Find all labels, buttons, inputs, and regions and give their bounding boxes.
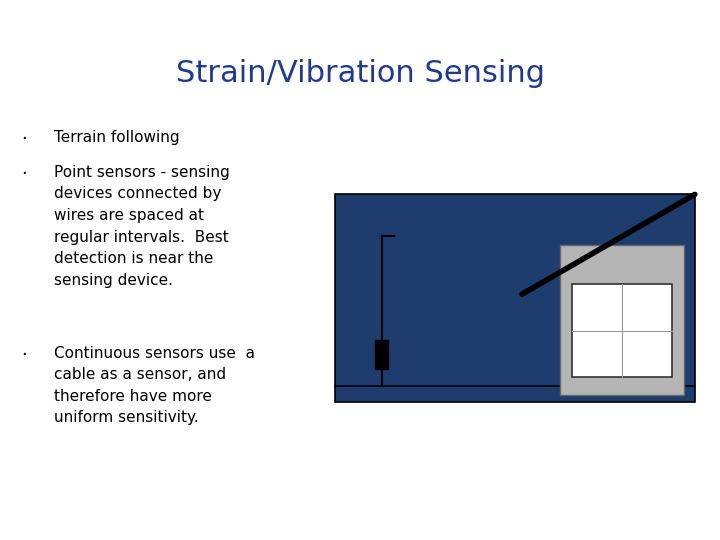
Text: ·: · — [22, 165, 27, 183]
Bar — [335, 194, 695, 402]
Text: Strain/Vibration Sensing: Strain/Vibration Sensing — [176, 59, 544, 89]
Text: Terrain following: Terrain following — [54, 130, 179, 145]
Bar — [572, 284, 672, 377]
Text: Point sensors - sensing
devices connected by
wires are spaced at
regular interva: Point sensors - sensing devices connecte… — [54, 165, 230, 288]
Text: ·: · — [22, 346, 27, 363]
Bar — [560, 245, 684, 395]
Text: Continuous sensors use  a
cable as a sensor, and
therefore have more
uniform sen: Continuous sensors use a cable as a sens… — [54, 346, 255, 426]
Bar — [375, 340, 389, 369]
Text: ·: · — [22, 130, 27, 147]
